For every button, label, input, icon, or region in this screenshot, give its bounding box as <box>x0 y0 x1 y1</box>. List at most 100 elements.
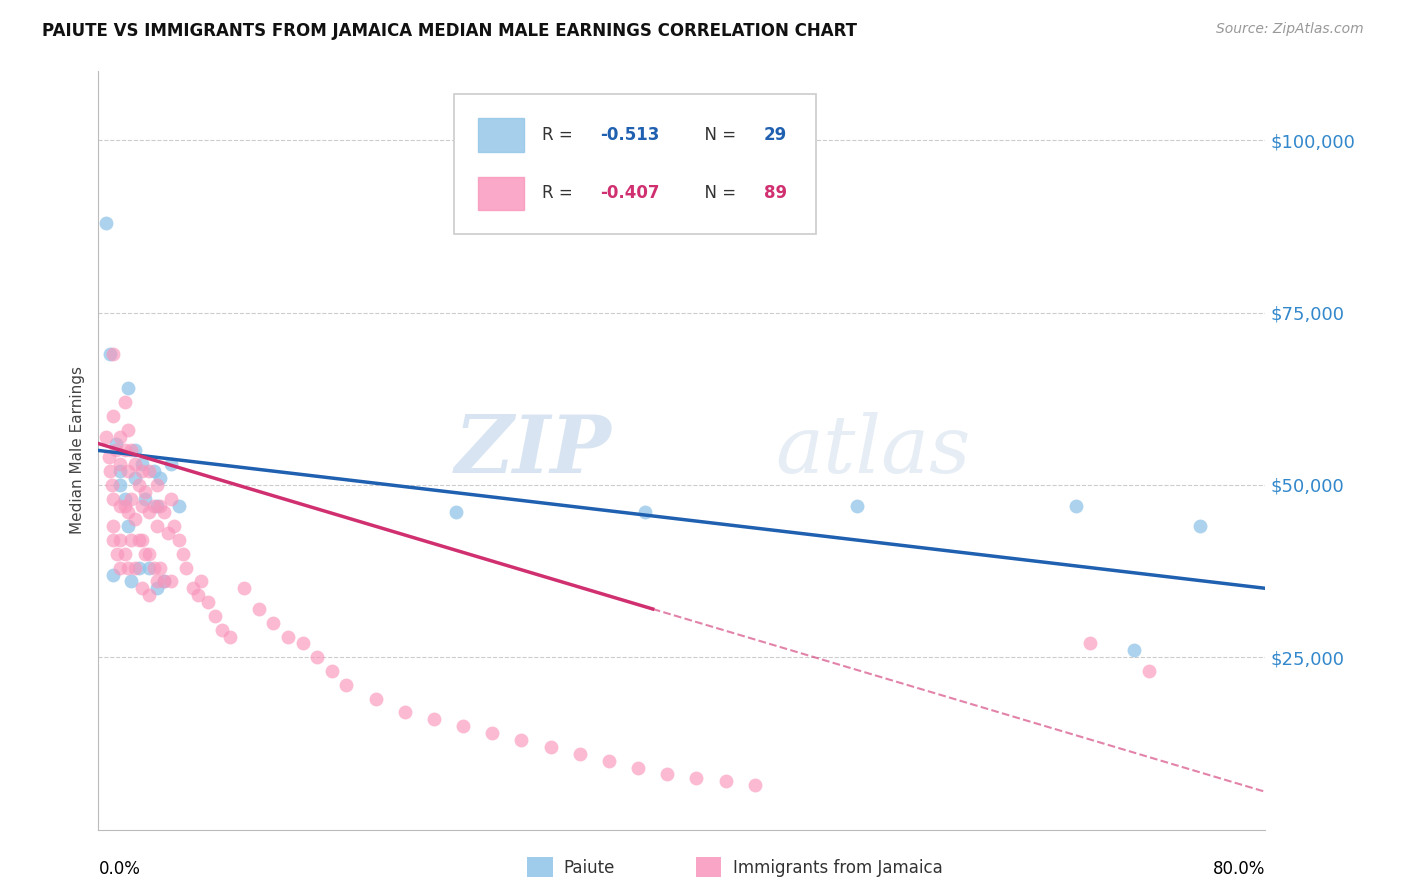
Point <box>110 533 132 547</box>
Point <box>146 582 169 596</box>
Point <box>114 499 136 513</box>
Point <box>1064 499 1087 513</box>
Point <box>138 560 160 574</box>
Point <box>138 547 160 561</box>
Point <box>167 533 190 547</box>
Point <box>744 778 766 792</box>
Point <box>657 767 679 781</box>
Point <box>117 381 139 395</box>
Point <box>124 471 146 485</box>
Point <box>94 216 117 230</box>
Point <box>110 499 132 513</box>
Point <box>98 347 121 361</box>
Point <box>124 560 146 574</box>
Point <box>100 478 122 492</box>
Point <box>134 484 156 499</box>
Point <box>128 560 150 574</box>
Point <box>335 678 357 692</box>
Text: -0.513: -0.513 <box>600 126 659 144</box>
Point <box>627 760 650 774</box>
Point <box>110 560 132 574</box>
Point <box>394 706 416 720</box>
Point <box>124 443 146 458</box>
Point <box>142 499 165 513</box>
Point <box>138 588 160 602</box>
Text: 29: 29 <box>763 126 787 144</box>
Point <box>172 547 194 561</box>
Point <box>131 499 153 513</box>
Point <box>146 519 169 533</box>
Point <box>101 409 124 423</box>
Point <box>114 491 136 506</box>
Point <box>598 754 620 768</box>
Point <box>117 506 139 520</box>
Point <box>101 567 124 582</box>
Text: -0.407: -0.407 <box>600 185 659 202</box>
Point <box>101 519 124 533</box>
Point <box>94 430 117 444</box>
Point <box>685 771 707 785</box>
Point <box>1137 664 1160 678</box>
Point <box>568 747 591 761</box>
Text: ZIP: ZIP <box>456 412 612 489</box>
Point <box>451 719 474 733</box>
Point <box>1123 643 1146 657</box>
Text: N =: N = <box>693 126 741 144</box>
Point <box>149 499 172 513</box>
Point <box>131 457 153 471</box>
Point <box>131 464 153 478</box>
Point <box>117 560 139 574</box>
Point <box>181 582 204 596</box>
Text: 89: 89 <box>763 185 787 202</box>
Point <box>131 533 153 547</box>
Point <box>104 436 127 450</box>
Point <box>146 499 169 513</box>
Text: 0.0%: 0.0% <box>98 860 141 878</box>
Point <box>110 478 132 492</box>
Point <box>117 464 139 478</box>
Point <box>160 574 183 589</box>
Point <box>153 574 176 589</box>
Point <box>197 595 219 609</box>
Point <box>128 478 150 492</box>
Point <box>101 347 124 361</box>
Text: 80.0%: 80.0% <box>1213 860 1265 878</box>
Point <box>110 464 132 478</box>
Point <box>444 506 467 520</box>
Point <box>124 457 146 471</box>
Point <box>146 574 169 589</box>
Bar <box>478 119 524 152</box>
Point <box>124 512 146 526</box>
Text: Source: ZipAtlas.com: Source: ZipAtlas.com <box>1216 22 1364 37</box>
Text: Paiute: Paiute <box>564 859 616 877</box>
Point <box>101 533 124 547</box>
Text: atlas: atlas <box>775 412 970 489</box>
Point <box>634 506 657 520</box>
Point <box>160 491 183 506</box>
Point <box>120 533 142 547</box>
Point <box>120 443 142 458</box>
Point <box>163 519 186 533</box>
Y-axis label: Median Male Earnings: Median Male Earnings <box>70 367 86 534</box>
Point <box>510 733 533 747</box>
Text: N =: N = <box>693 185 741 202</box>
FancyBboxPatch shape <box>454 95 815 235</box>
Point <box>262 615 284 630</box>
Point <box>146 478 169 492</box>
Point <box>134 491 156 506</box>
Point <box>277 630 299 644</box>
Point <box>142 464 165 478</box>
Point <box>167 499 190 513</box>
Point <box>117 519 139 533</box>
Point <box>481 726 503 740</box>
Point <box>247 602 270 616</box>
Point <box>846 499 869 513</box>
Point <box>204 608 226 623</box>
Point <box>128 533 150 547</box>
Text: PAIUTE VS IMMIGRANTS FROM JAMAICA MEDIAN MALE EARNINGS CORRELATION CHART: PAIUTE VS IMMIGRANTS FROM JAMAICA MEDIAN… <box>42 22 858 40</box>
Point <box>307 650 329 665</box>
Point <box>114 443 136 458</box>
Bar <box>478 177 524 211</box>
Point <box>104 443 127 458</box>
Point <box>321 664 343 678</box>
